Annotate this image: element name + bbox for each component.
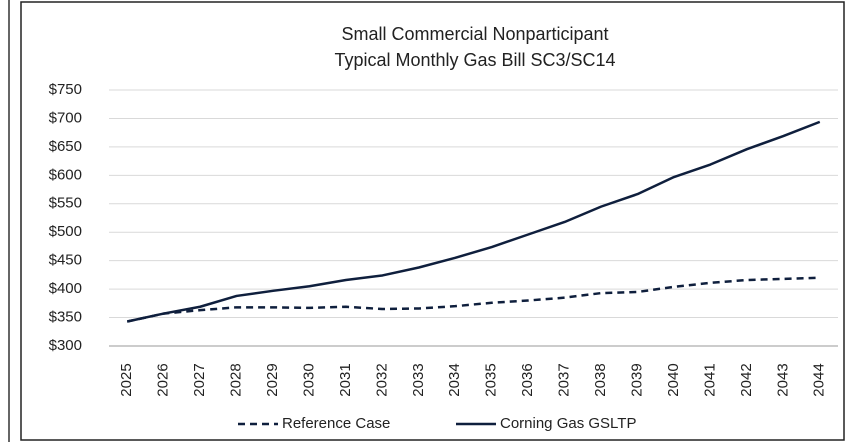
x-tick-label: 2039 — [628, 363, 645, 396]
legend-label: Corning Gas GSLTP — [500, 415, 636, 432]
x-tick-label: 2034 — [446, 363, 463, 396]
x-tick-label: 2032 — [373, 363, 390, 396]
y-tick-label: $350 — [49, 309, 82, 326]
x-tick-label: 2035 — [483, 363, 500, 396]
x-tick-label: 2031 — [337, 363, 354, 396]
y-tick-label: $650 — [49, 138, 82, 155]
y-tick-label: $600 — [49, 166, 82, 183]
x-tick-label: 2043 — [774, 363, 791, 396]
legend-label: Reference Case — [282, 415, 390, 432]
y-tick-label: $500 — [49, 223, 82, 240]
x-tick-label: 2036 — [519, 363, 536, 396]
y-tick-label: $450 — [49, 252, 82, 269]
x-tick-label: 2038 — [592, 363, 609, 396]
y-tick-label: $700 — [49, 109, 82, 126]
x-tick-label: 2044 — [811, 363, 828, 396]
y-tick-label: $300 — [49, 337, 82, 354]
x-tick-label: 2030 — [300, 363, 317, 396]
chart-title: Small Commercial Nonparticipant — [341, 24, 608, 44]
x-tick-label: 2040 — [665, 363, 682, 396]
x-tick-label: 2028 — [228, 363, 245, 396]
x-tick-label: 2027 — [191, 363, 208, 396]
x-tick-label: 2042 — [738, 363, 755, 396]
line-series — [126, 120, 821, 323]
x-tick-label: 2029 — [264, 363, 281, 396]
x-tick-label: 2041 — [701, 363, 718, 396]
y-tick-label: $400 — [49, 280, 82, 297]
y-tick-label: $550 — [49, 195, 82, 212]
y-tick-label: $750 — [49, 81, 82, 98]
x-tick-label: 2033 — [410, 363, 427, 396]
x-tick-label: 2026 — [155, 363, 172, 396]
line-series — [126, 276, 820, 323]
chart-title: Typical Monthly Gas Bill SC3/SC14 — [334, 50, 615, 70]
x-tick-label: 2025 — [118, 363, 135, 396]
chart-frame — [20, 1, 845, 441]
x-tick-label: 2037 — [556, 363, 573, 396]
